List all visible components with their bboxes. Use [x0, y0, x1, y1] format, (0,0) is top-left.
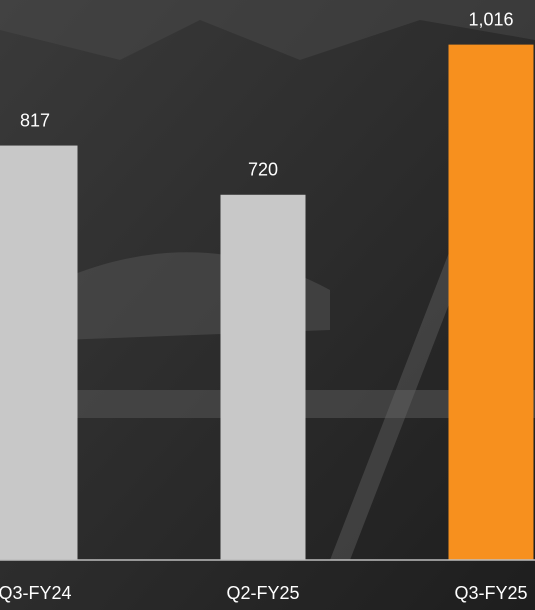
x-tick-label: Q2-FY25 — [226, 583, 299, 603]
chart: 817 Q3-FY24 720 Q2-FY25 1,016 Q3-FY25 — [0, 0, 535, 610]
bar — [221, 195, 306, 560]
x-tick-label: Q3-FY25 — [454, 583, 527, 603]
bar — [449, 45, 534, 560]
x-tick-label: Q3-FY24 — [0, 583, 72, 603]
value-label: 720 — [248, 160, 278, 180]
value-label: 817 — [20, 110, 50, 130]
value-label: 1,016 — [468, 9, 513, 29]
page: {"chart_data": {"type": "bar", "categori… — [0, 0, 535, 610]
bar — [0, 146, 78, 560]
